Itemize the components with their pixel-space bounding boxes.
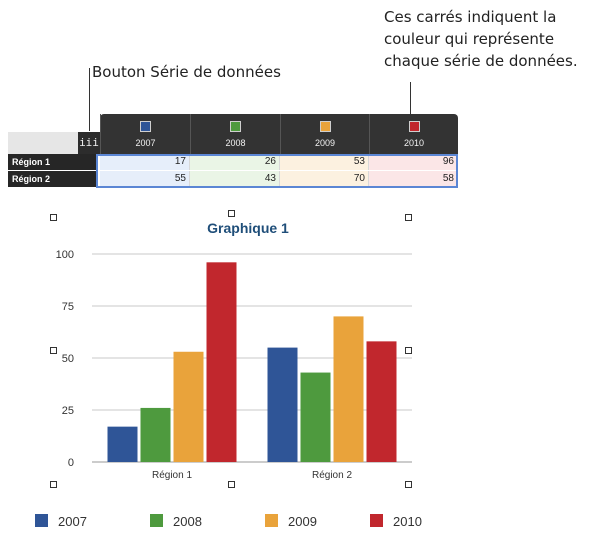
bar-2010 [366, 341, 397, 462]
column-header-2010[interactable]: 2010 [369, 114, 458, 154]
bar-2009 [333, 316, 364, 462]
data-cell[interactable]: 55 [100, 171, 190, 187]
legend-swatch-2008 [150, 514, 163, 527]
column-year-label: 2010 [403, 138, 425, 148]
bar-2008 [300, 372, 331, 462]
legend-label: 2007 [58, 514, 87, 529]
x-axis-category-labels: Région 1 Région 2 [152, 470, 352, 481]
selection-handle[interactable] [228, 481, 235, 488]
data-cell[interactable]: 70 [280, 171, 369, 187]
row-label[interactable]: Région 2 [8, 171, 96, 187]
y-tick-label: 50 [62, 353, 74, 365]
x-category-label: Région 2 [312, 470, 352, 481]
bar-2007 [107, 426, 138, 462]
column-header-2008[interactable]: 2008 [190, 114, 280, 154]
legend-swatch-2010 [370, 514, 383, 527]
column-header-2007[interactable]: 2007 [100, 114, 190, 154]
bar-2008 [140, 407, 171, 462]
column-header-2009[interactable]: 2009 [280, 114, 369, 154]
y-tick-label: 0 [68, 457, 74, 469]
legend-label: 2010 [393, 514, 422, 529]
legend-swatch-2009 [265, 514, 278, 527]
selection-handle[interactable] [50, 347, 57, 354]
data-cell[interactable]: 53 [280, 154, 369, 170]
color-squares-leader-line [410, 82, 411, 122]
chart-bars [107, 262, 397, 462]
bar-2007 [267, 347, 298, 462]
data-series-button[interactable]: iii [78, 132, 100, 154]
selection-handle[interactable] [228, 210, 235, 217]
callout-line: Ces carrés indiquent la [384, 8, 557, 26]
editor-column-header: 2007 2008 2009 2010 [100, 114, 458, 154]
data-cell[interactable]: 17 [100, 154, 190, 170]
selection-handle[interactable] [50, 481, 57, 488]
table-row: Région 2 55 43 70 58 [8, 171, 458, 187]
bar-2010 [206, 262, 237, 462]
series-color-square[interactable] [230, 121, 241, 132]
data-cell[interactable]: 96 [369, 154, 458, 170]
y-axis-tick-labels: 0 25 50 75 100 [56, 249, 74, 469]
selection-handle[interactable] [405, 481, 412, 488]
data-cell[interactable]: 43 [190, 171, 280, 187]
color-squares-callout: Ces carrés indiquent la couleur qui repr… [384, 6, 578, 72]
callout-line: chaque série de données. [384, 52, 578, 70]
selection-handle[interactable] [405, 214, 412, 221]
y-tick-label: 100 [56, 249, 74, 261]
chart-grid [92, 253, 412, 463]
row-label[interactable]: Région 1 [8, 154, 96, 170]
y-tick-label: 25 [62, 405, 74, 417]
series-color-square[interactable] [140, 121, 151, 132]
column-year-label: 2008 [225, 138, 246, 148]
chart-data-editor: iii 2007 2008 2009 2010 Région 1 17 26 5… [8, 114, 458, 190]
bar-2009 [173, 351, 204, 462]
legend-swatch-2007 [35, 514, 48, 527]
selection-handle[interactable] [405, 347, 412, 354]
series-button-leader-line [89, 68, 90, 131]
callout-line: couleur qui représente [384, 30, 555, 48]
series-color-square[interactable] [320, 121, 331, 132]
selection-handle[interactable] [50, 214, 57, 221]
legend-label: 2009 [288, 514, 317, 529]
table-row: Région 1 17 26 53 96 [8, 154, 458, 170]
series-color-square[interactable] [409, 121, 420, 132]
column-year-label: 2009 [314, 138, 336, 148]
data-cell[interactable]: 58 [369, 171, 458, 187]
data-cell[interactable]: 26 [190, 154, 280, 170]
column-year-label: 2007 [135, 138, 156, 148]
x-category-label: Région 1 [152, 470, 192, 481]
y-tick-label: 75 [62, 301, 74, 313]
editor-corner-cell [8, 132, 78, 154]
legend-label: 2008 [173, 514, 202, 529]
chart-legend: 2007 2008 2009 2010 [35, 514, 422, 529]
chart-title: Graphique 1 [207, 220, 289, 236]
series-button-callout: Bouton Série de données [92, 63, 281, 81]
